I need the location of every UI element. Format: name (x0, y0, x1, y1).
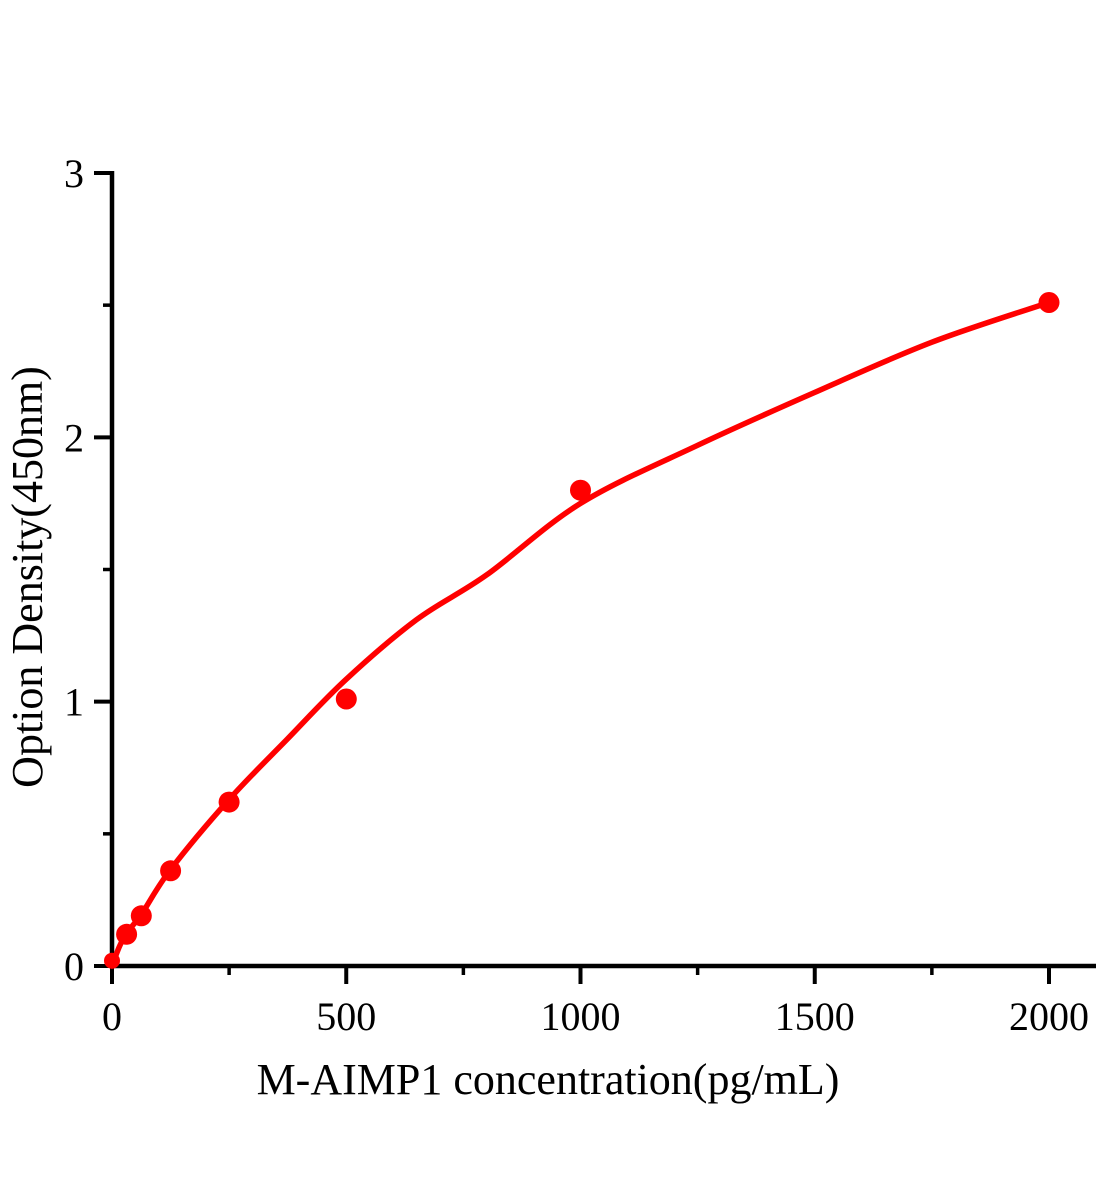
data-point (218, 791, 240, 813)
x-tick-label: 500 (316, 994, 376, 1039)
fit-curve (109, 299, 1052, 969)
data-point (130, 905, 152, 927)
axis-ticks (94, 171, 1051, 984)
y-tick-label: 2 (64, 415, 84, 460)
x-axis-title: M-AIMP1 concentration(pg/mL) (257, 1055, 840, 1104)
x-tick-label: 2000 (1009, 994, 1089, 1039)
y-tick-label: 1 (64, 680, 84, 725)
x-tick-label: 0 (102, 994, 122, 1039)
data-point (116, 923, 138, 945)
y-tick-label: 0 (64, 944, 84, 989)
y-axis-title: Option Density(450nm) (3, 366, 52, 788)
x-tick-label: 1000 (541, 994, 621, 1039)
y-tick-label: 3 (64, 151, 84, 196)
fit-curve-group (109, 299, 1052, 969)
data-point (160, 860, 182, 882)
data-points-group (104, 292, 1060, 969)
x-tick-label: 1500 (775, 994, 855, 1039)
data-point (104, 952, 120, 969)
axes (109, 171, 1096, 969)
data-point (335, 688, 357, 710)
axis-tick-labels: 0 500 1000 1500 2000 0 1 2 3 (64, 151, 1089, 1039)
data-point (1038, 292, 1060, 313)
data-point (570, 479, 591, 501)
